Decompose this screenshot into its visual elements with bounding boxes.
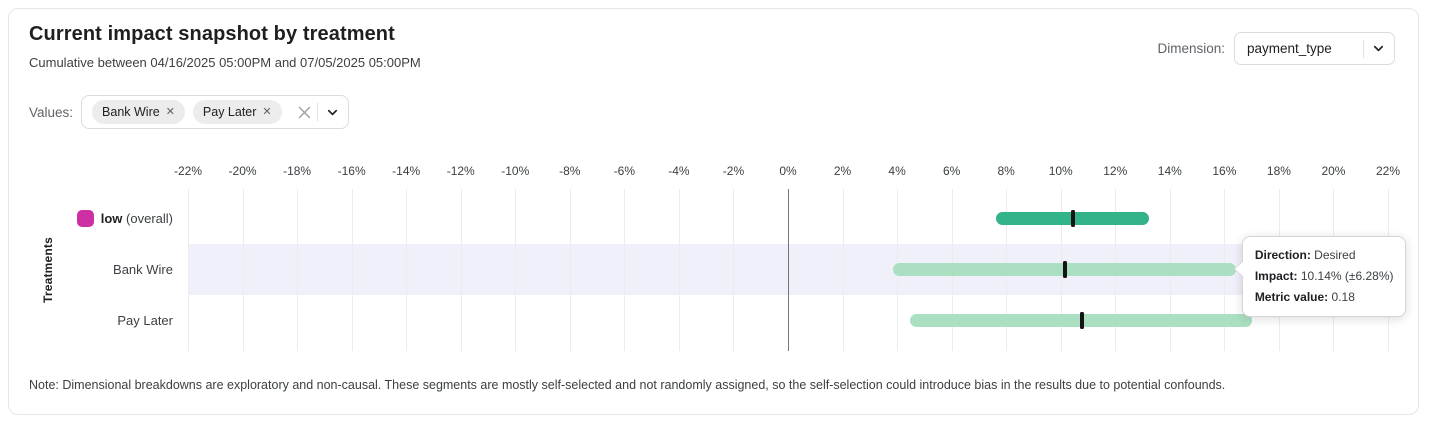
gridline [188,189,189,351]
x-axis-tick-label: 12% [1103,164,1128,178]
chevron-down-icon[interactable] [325,105,340,120]
x-axis-tick-label: -4% [668,164,690,178]
row-label: Bank Wire [113,260,173,278]
tooltip-metric-row: Metric value: 0.18 [1254,290,1355,304]
row-label: low (overall) [76,209,173,227]
x-axis-tick-labels: -22% -20% -18% -16% -14% -12% -10% -8% -6% -4% -2%… [174,164,1400,180]
close-icon[interactable]: ✕ [262,105,272,118]
value-chip[interactable]: Bank Wire ✕ [92,100,185,124]
page-title: Current impact snapshot by treatment [29,23,395,45]
value-chip-label: Pay Later [202,105,257,119]
values-control: Values: Bank Wire ✕ Pay Later ✕ [29,95,350,129]
impact-point-marker [1062,260,1067,278]
values-label: Values: [29,104,74,120]
impact-point-marker [1080,311,1084,329]
value-chip-label: Bank Wire [102,105,160,119]
x-axis-tick-label: 0% [779,164,797,178]
dimension-selected-value: payment_type [1247,41,1332,56]
zero-line [788,189,789,351]
gridline [569,189,571,351]
gridline [842,189,844,351]
x-axis-tick-label: 8% [997,164,1015,178]
x-axis-tick-label: 10% [1048,164,1073,178]
tooltip-arrow [1235,261,1245,277]
row-label: Pay Later [117,311,173,329]
x-axis-tick-label: -12% [446,164,475,178]
row-label-text: low (overall) [100,210,173,226]
x-axis-tick-label: 20% [1321,164,1346,178]
footnote: Note: Dimensional breakdowns are explora… [29,378,1226,392]
x-axis-tick-label: -8% [559,164,581,178]
x-axis-tick-label: 6% [942,164,961,178]
gridline [733,189,735,351]
gridline [351,189,353,351]
gridline [242,189,244,351]
gridline [515,189,517,351]
tooltip-impact-row: Impact: 10.14% (±6.28%) [1254,269,1394,283]
gridline [624,189,626,351]
x-axis-tick-label: 16% [1212,164,1237,178]
x-axis-tick-label: 14% [1157,164,1182,178]
gridline [678,189,680,351]
divider [317,103,319,121]
selected-value-chips: Bank Wire ✕ Pay Later ✕ [92,100,290,124]
bar-tooltip: Direction: Desired Impact: 10.14% (±6.28… [1233,236,1407,317]
x-axis-tick-label: -18% [283,164,312,178]
row-label-text: Pay Later [117,312,173,328]
x-axis-tick-label: -20% [228,164,257,178]
dimension-label: Dimension: [1157,41,1225,56]
gridline [406,189,408,351]
chart-plot-area [188,189,1389,351]
impact-snapshot-card: Current impact snapshot by treatment Cum… [8,8,1419,415]
values-multiselect[interactable]: Bank Wire ✕ Pay Later ✕ [81,95,350,129]
x-axis-tick-label: 22% [1375,164,1401,178]
x-axis-tick-label: -22% [173,164,203,178]
x-axis-tick-label: -10% [501,164,530,178]
clear-all-icon[interactable] [296,104,313,121]
x-axis-tick-label: -2% [722,164,745,178]
x-axis-tick-label: 18% [1266,164,1291,178]
tooltip-direction-row: Direction: Desired [1254,248,1356,262]
legend-swatch [76,209,94,227]
row-label-text: Bank Wire [113,261,173,277]
impact-point-marker [1071,209,1075,227]
x-axis-tick-label: 4% [888,164,906,178]
dimension-select[interactable]: payment_type [1234,32,1395,65]
x-axis-tick-label: -6% [613,164,636,178]
close-icon[interactable]: ✕ [165,105,175,118]
row-labels: low (overall) Bank Wire Pay Later [9,189,173,351]
x-axis-tick-label: -16% [337,164,366,178]
x-axis-tick-label: 2% [833,164,852,178]
dimension-control: Dimension: payment_type [1157,32,1395,65]
chevron-down-icon[interactable] [1371,41,1386,56]
x-axis-tick-label: -14% [392,164,421,178]
divider [1363,39,1364,58]
value-chip[interactable]: Pay Later ✕ [192,100,282,124]
gridline [460,189,462,351]
date-range-subtitle: Cumulative between 04/16/2025 05:00PM an… [29,55,421,70]
gridline [297,189,299,351]
